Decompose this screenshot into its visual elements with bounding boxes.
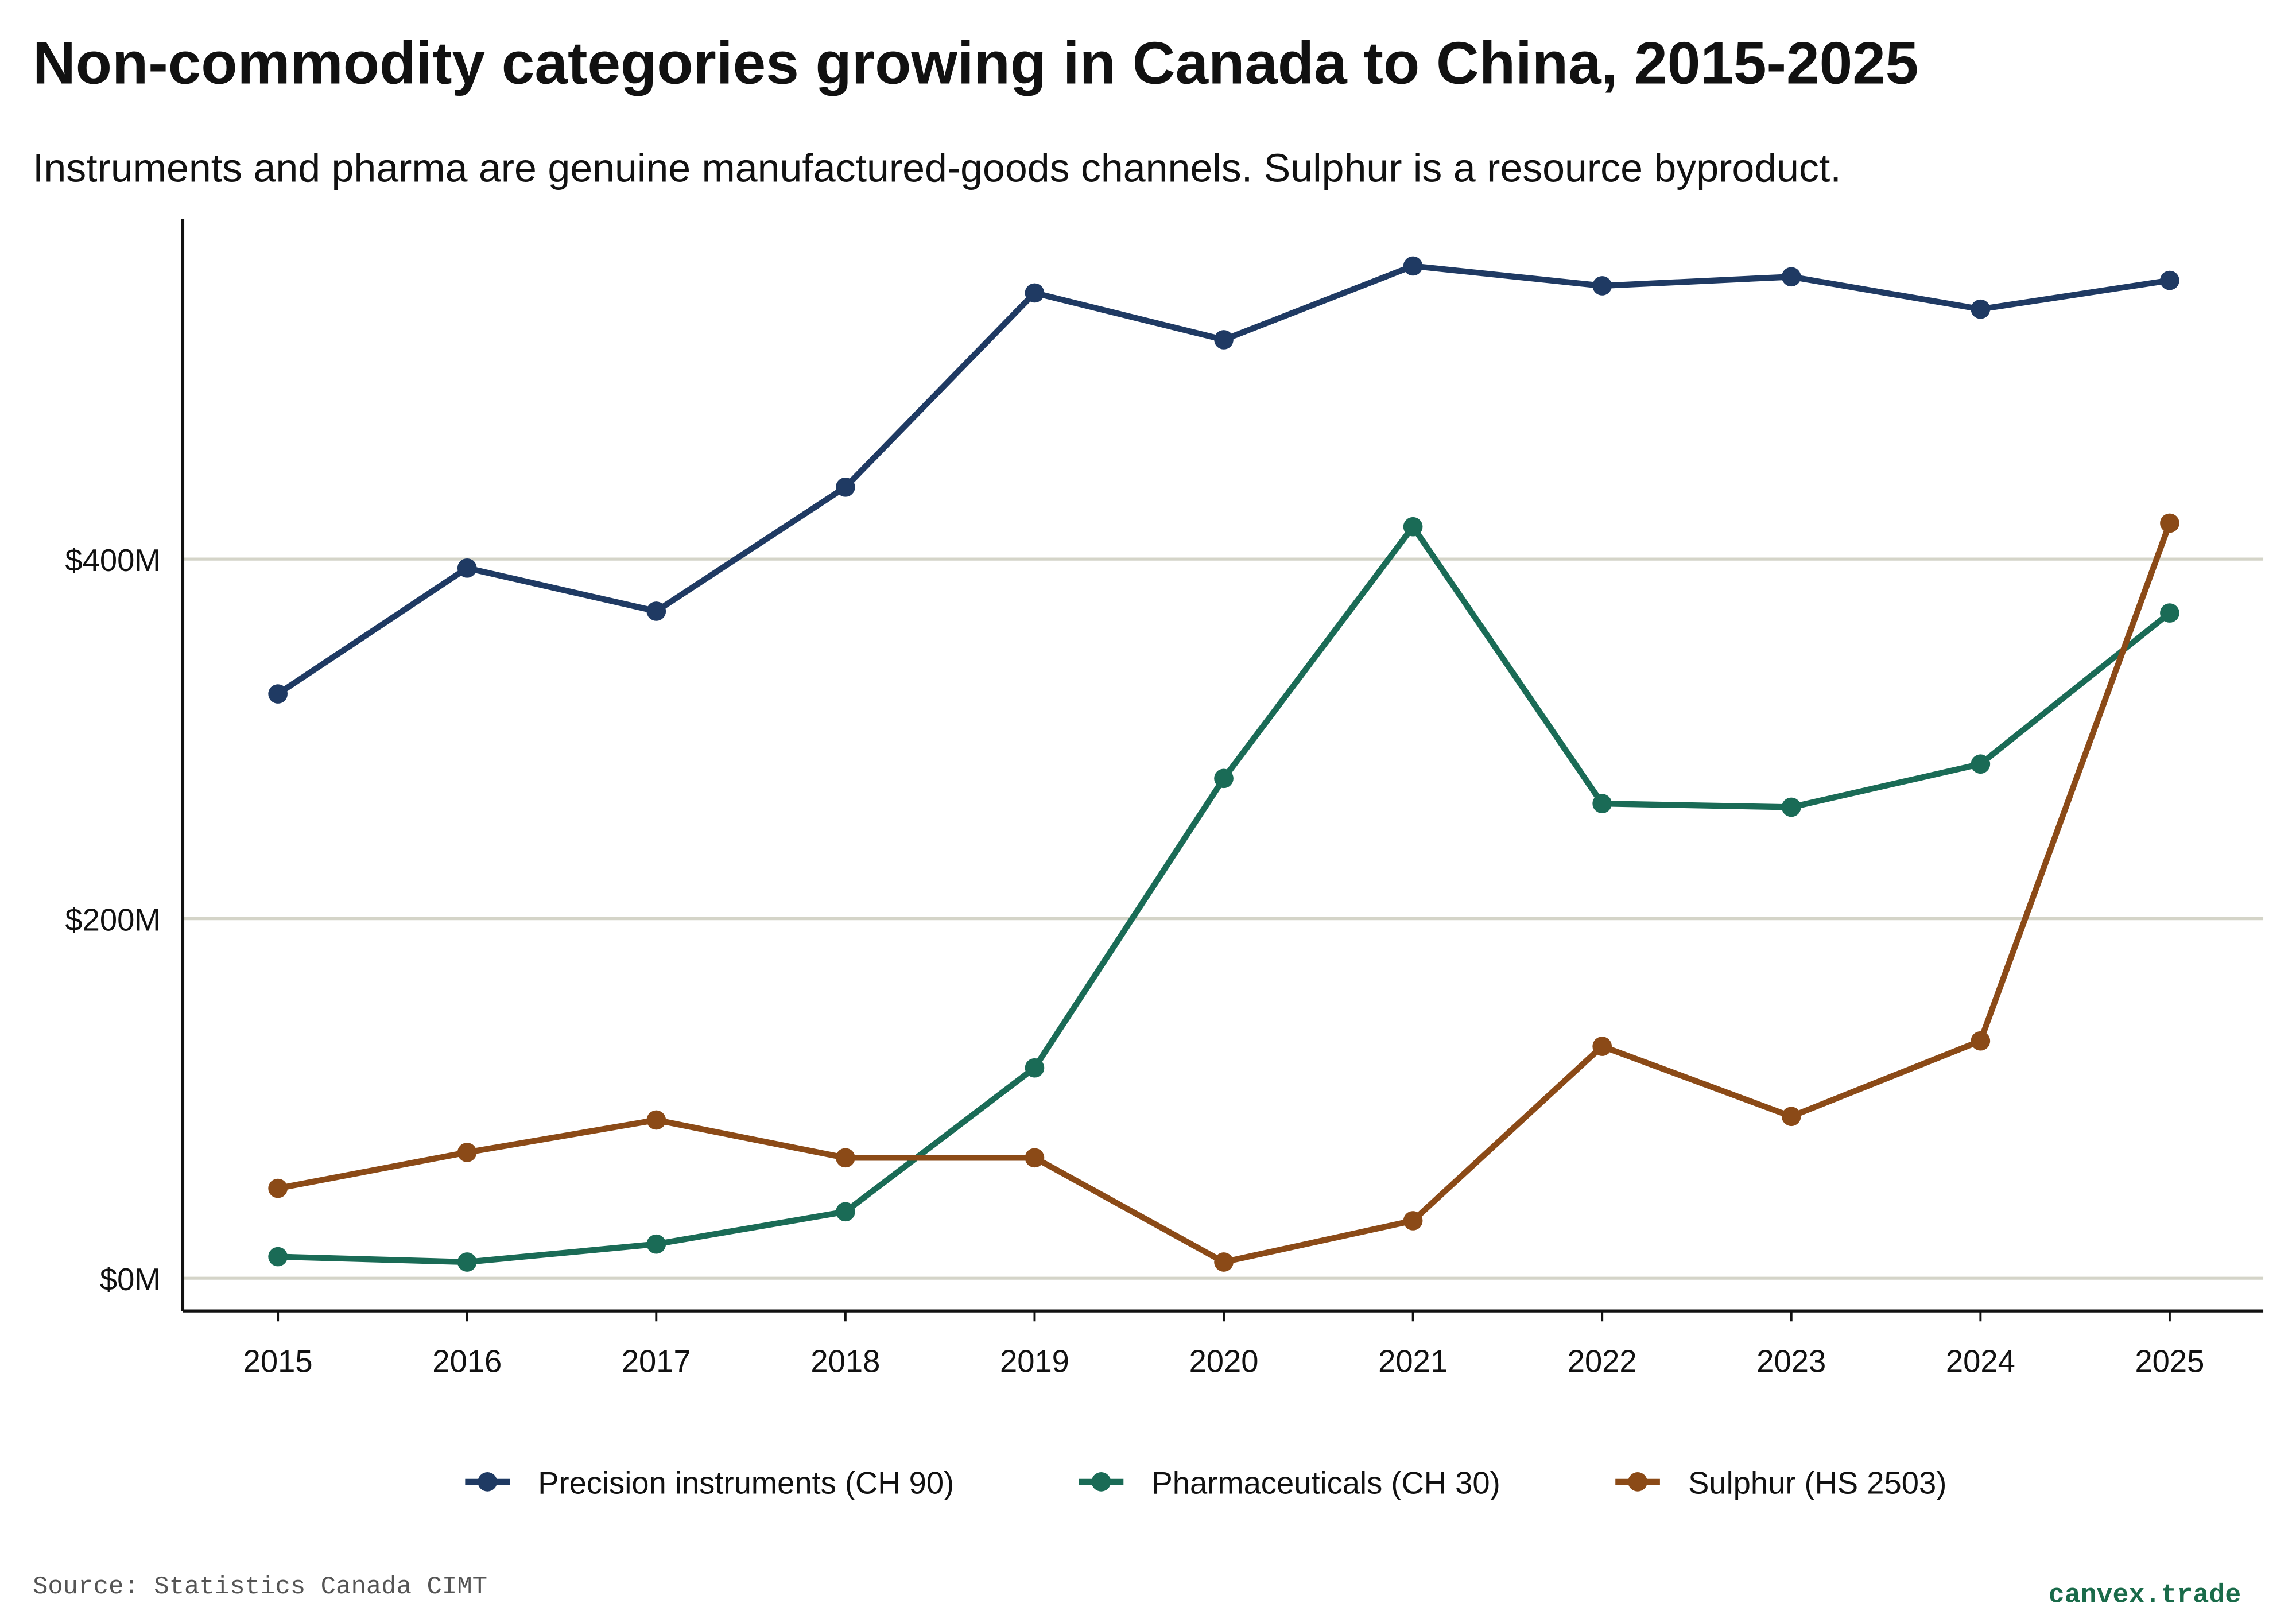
series-1 <box>268 517 2179 1272</box>
data-point <box>1025 1148 1045 1168</box>
data-point <box>1781 267 1801 287</box>
chart-subtitle: Instruments and pharma are genuine manuf… <box>33 146 1841 191</box>
data-point <box>1592 276 1612 296</box>
chart-title: Non-commodity categories growing in Cana… <box>33 30 1918 96</box>
data-point <box>1025 283 1045 303</box>
data-point <box>836 1148 855 1168</box>
y-tick-label: $400M <box>65 543 160 578</box>
y-axis-ticks: $0M $200M $400M <box>65 543 160 1297</box>
legend-item: Sulphur (HS 2503) <box>1615 1466 1946 1501</box>
data-point <box>1214 768 1234 789</box>
legend-marker <box>478 1472 498 1492</box>
data-point <box>2160 603 2179 623</box>
x-tick-label: 2023 <box>1756 1344 1826 1379</box>
x-axis-ticks: 2015 2016 2017 2018 2019 2020 2021 2022 2023 2024… <box>243 1311 2204 1379</box>
y-tick-label: $0M <box>100 1262 161 1297</box>
data-point <box>646 1110 666 1130</box>
legend: Precision instruments (CH 90) Pharmaceuti… <box>465 1466 1946 1501</box>
data-point <box>1592 1037 1612 1056</box>
x-tick-label: 2025 <box>2135 1344 2204 1379</box>
data-point <box>1781 1107 1801 1127</box>
data-point <box>1592 794 1612 813</box>
x-tick-label: 2019 <box>1000 1344 1069 1379</box>
brand-mark: canvex.trade <box>2049 1580 2241 1607</box>
x-tick-label: 2015 <box>243 1344 313 1379</box>
data-point <box>457 558 477 578</box>
x-tick-label: 2018 <box>810 1344 880 1379</box>
series-0 <box>268 256 2179 704</box>
data-point <box>1403 517 1423 537</box>
series-2 <box>268 513 2179 1272</box>
data-point <box>1971 754 1991 774</box>
data-point <box>836 477 855 497</box>
data-point <box>268 684 288 704</box>
legend-label: Sulphur (HS 2503) <box>1688 1466 1946 1501</box>
legend-label: Precision instruments (CH 90) <box>538 1466 954 1501</box>
data-point <box>1403 1211 1423 1231</box>
data-point <box>1214 1252 1234 1272</box>
source-note: Source: Statistics Canada CIMT <box>33 1573 487 1601</box>
legend-item: Precision instruments (CH 90) <box>465 1466 954 1501</box>
data-point <box>457 1143 477 1162</box>
data-point <box>2160 270 2179 290</box>
legend-marker <box>1628 1472 1647 1492</box>
data-point <box>1214 330 1234 350</box>
legend-label: Pharmaceuticals (CH 30) <box>1151 1466 1500 1501</box>
y-tick-label: $200M <box>65 902 160 937</box>
series-group <box>268 256 2179 1272</box>
data-point <box>646 1234 666 1254</box>
data-point <box>457 1252 477 1272</box>
data-point <box>1971 299 1991 319</box>
data-point <box>836 1202 855 1222</box>
data-point <box>646 601 666 621</box>
x-tick-label: 2017 <box>622 1344 691 1379</box>
gridlines <box>183 557 2264 1280</box>
legend-marker <box>1091 1472 1111 1492</box>
data-point <box>1781 797 1801 817</box>
legend-item: Pharmaceuticals (CH 30) <box>1079 1466 1500 1501</box>
data-point <box>268 1178 288 1198</box>
series-line <box>277 522 2173 1266</box>
data-point <box>1403 256 1423 276</box>
x-tick-label: 2021 <box>1378 1344 1448 1379</box>
x-tick-label: 2022 <box>1568 1344 1637 1379</box>
data-point <box>1971 1031 1991 1051</box>
series-line <box>277 523 2172 1266</box>
x-tick-label: 2020 <box>1189 1344 1259 1379</box>
x-tick-label: 2024 <box>1946 1344 2015 1379</box>
x-tick-label: 2016 <box>432 1344 502 1379</box>
data-point <box>268 1247 288 1267</box>
data-point <box>2160 513 2179 533</box>
data-point <box>1025 1058 1045 1078</box>
